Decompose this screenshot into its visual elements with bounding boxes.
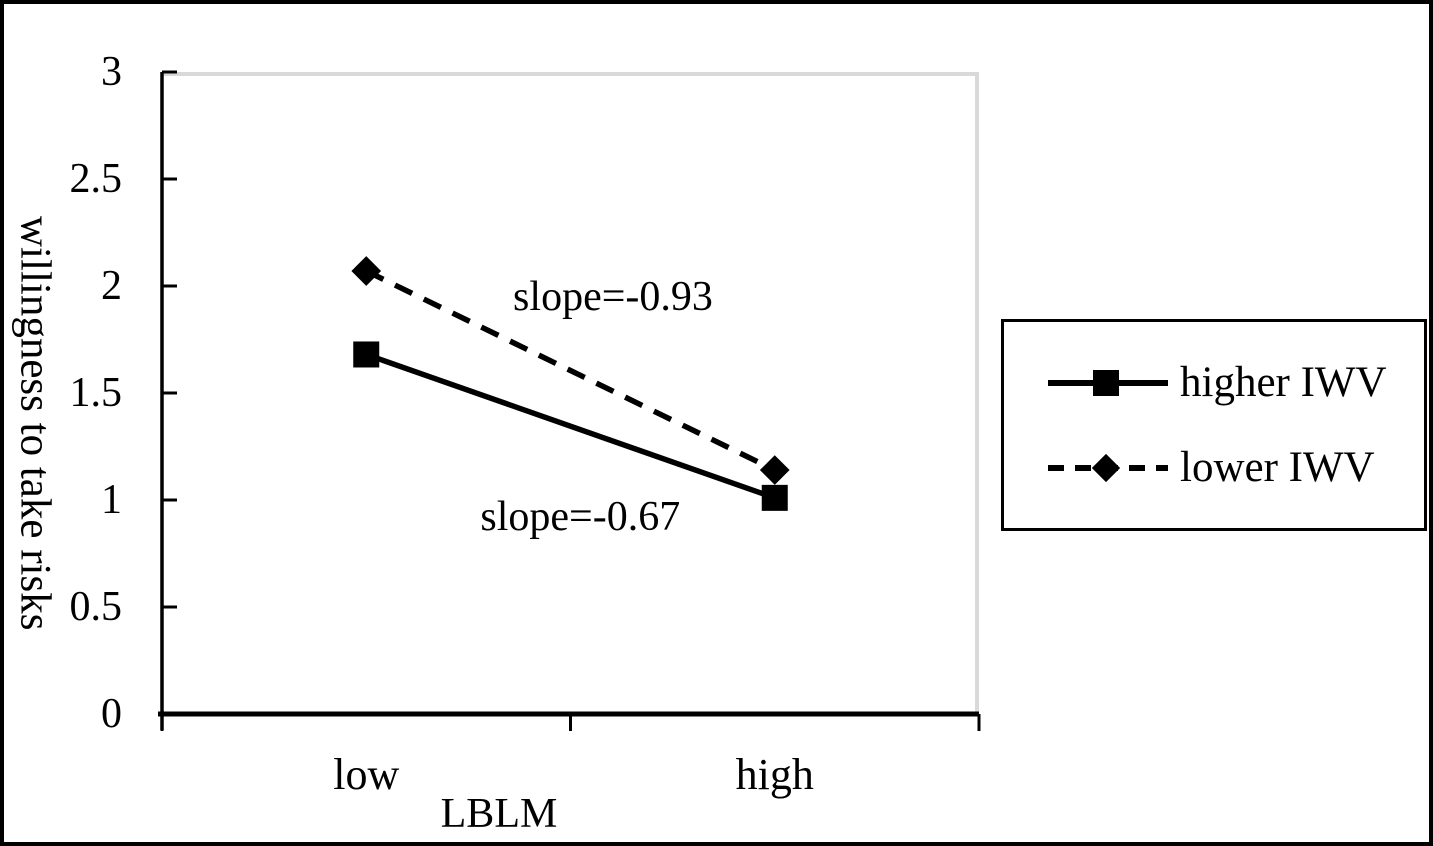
y-tick-label: 3 bbox=[101, 49, 122, 95]
x-category-label: low bbox=[333, 750, 400, 799]
legend-box: higher IWV lower IWV bbox=[1001, 319, 1427, 531]
y-tick-label: 0.5 bbox=[69, 584, 123, 630]
solid-line-square-marker-icon bbox=[1048, 369, 1168, 396]
y-axis-title: willingness to take risks bbox=[11, 215, 59, 631]
legend-entry-higher-iwv: higher IWV bbox=[1046, 358, 1424, 407]
y-tick-label: 0 bbox=[101, 691, 122, 737]
legend-label: lower IWV bbox=[1180, 444, 1375, 491]
x-axis-title: LBLM bbox=[440, 791, 558, 837]
y-tick-label: 2 bbox=[101, 263, 122, 309]
chart-canvas bbox=[158, 70, 981, 731]
y-tick-label: 1 bbox=[101, 477, 122, 523]
slope-annotation: slope=-0.93 bbox=[513, 273, 713, 320]
x-category-label: high bbox=[735, 750, 814, 799]
legend-entry-lower-iwv: lower IWV bbox=[1046, 443, 1424, 492]
dashed-line-diamond-marker-icon bbox=[1048, 453, 1168, 482]
legend-label: higher IWV bbox=[1180, 359, 1387, 406]
slope-annotation: slope=-0.67 bbox=[480, 494, 681, 541]
y-tick-label: 1.5 bbox=[69, 370, 123, 416]
y-tick-label: 2.5 bbox=[69, 156, 123, 202]
